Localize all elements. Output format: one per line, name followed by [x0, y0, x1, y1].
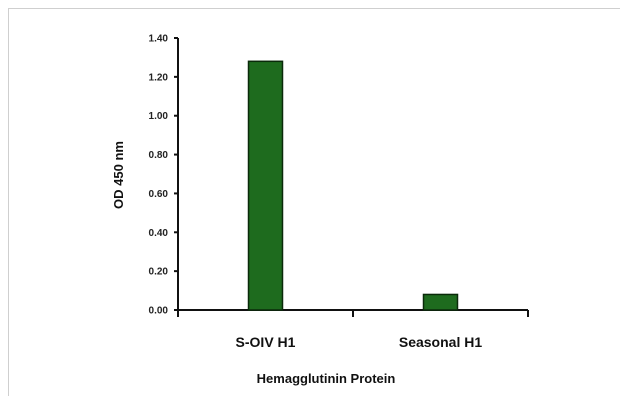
y-tick-label: 1.40 [149, 34, 169, 45]
x-category-label: S-OIV H1 [236, 334, 296, 350]
bar-1 [422, 293, 459, 311]
y-tick-label: 0.40 [149, 228, 169, 239]
y-tick-label: 0.20 [149, 267, 169, 278]
y-tick-label: 1.00 [149, 111, 169, 122]
y-tick-label: 0.60 [149, 189, 169, 200]
y-tick-label: 0.80 [149, 150, 169, 161]
y-tick-label: 1.20 [149, 72, 169, 83]
bars-group [247, 60, 459, 311]
x-category-label: Seasonal H1 [399, 334, 482, 350]
x-axis-categories: S-OIV H1 Seasonal H1 [177, 310, 529, 350]
y-tick-label: 0.00 [149, 306, 169, 317]
bar-0 [247, 60, 284, 311]
y-axis-ticks: 0.00 0.20 0.40 0.60 0.80 1.00 1.20 1.40 [149, 34, 178, 317]
y-axis-title: OD 450 nm [111, 141, 126, 209]
x-axis-title: Hemagglutinin Protein [257, 371, 396, 386]
chart-frame [8, 8, 620, 396]
